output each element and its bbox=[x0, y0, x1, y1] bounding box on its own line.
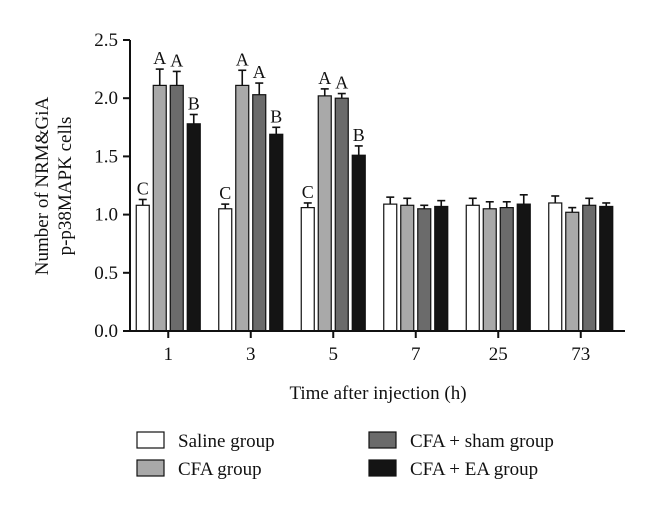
bar bbox=[135, 204, 150, 332]
significance-label: A bbox=[253, 62, 266, 82]
significance-label: A bbox=[318, 68, 331, 88]
bar bbox=[516, 203, 531, 332]
legend: Saline group CFA group CFA + sham group CFA… bbox=[136, 431, 554, 480]
significance-label: B bbox=[353, 125, 365, 145]
legend-label: Saline group bbox=[178, 431, 275, 452]
bar bbox=[317, 95, 332, 332]
x-tick-label: 73 bbox=[571, 344, 590, 365]
x-tick-label: 3 bbox=[246, 344, 256, 365]
bar bbox=[383, 203, 398, 332]
bar bbox=[548, 202, 563, 332]
bar bbox=[400, 204, 415, 332]
bar bbox=[499, 207, 514, 332]
legend-label: CFA + sham group bbox=[410, 431, 554, 452]
bar bbox=[186, 123, 201, 332]
x-tick-label: 1 bbox=[164, 344, 174, 365]
significance-label: A bbox=[236, 49, 249, 69]
y-tick-label: 1.5 bbox=[94, 146, 118, 167]
y-tick-label: 2.0 bbox=[94, 88, 118, 109]
legend-item: CFA group bbox=[136, 459, 262, 480]
significance-label: C bbox=[137, 178, 149, 198]
significance-label: B bbox=[188, 93, 200, 113]
bar bbox=[218, 208, 233, 332]
x-axis-title: Time after injection (h) bbox=[289, 383, 466, 404]
y-tick-label: 2.5 bbox=[94, 30, 118, 51]
y-tick-label: 0.0 bbox=[94, 321, 118, 342]
bar bbox=[417, 208, 432, 332]
x-tick-label: 25 bbox=[489, 344, 508, 365]
bar bbox=[599, 205, 614, 332]
legend-item: CFA + EA group bbox=[368, 459, 538, 480]
y-tick-label: 1.0 bbox=[94, 205, 118, 226]
bar bbox=[269, 133, 284, 332]
y-axis-title-line-1: Number of NRM&GiA bbox=[32, 97, 53, 276]
legend-swatch bbox=[368, 431, 397, 449]
y-axis: 0.0 0.5 1.0 1.5 2.0 2.5 bbox=[94, 30, 131, 342]
legend-swatch bbox=[136, 459, 165, 477]
legend-label: CFA group bbox=[178, 459, 262, 480]
significance-label: A bbox=[170, 50, 183, 70]
y-axis-title-line-2: p-p38MAPK cells bbox=[55, 117, 76, 256]
significance-label: C bbox=[219, 183, 231, 203]
significance-label: B bbox=[270, 106, 282, 126]
bar bbox=[582, 204, 597, 332]
bar bbox=[565, 211, 580, 332]
legend-label: CFA + EA group bbox=[410, 459, 538, 480]
significance-label: A bbox=[153, 48, 166, 68]
significance-label: A bbox=[335, 73, 348, 93]
bar bbox=[465, 204, 480, 332]
bar bbox=[252, 94, 267, 332]
y-tick-label: 0.5 bbox=[94, 263, 118, 284]
bar bbox=[235, 84, 250, 332]
bar bbox=[152, 84, 167, 332]
significance-label: C bbox=[302, 182, 314, 202]
bar bbox=[351, 154, 366, 332]
bar bbox=[300, 207, 315, 332]
legend-swatch bbox=[136, 431, 165, 449]
bar bbox=[334, 97, 349, 332]
legend-item: CFA + sham group bbox=[368, 431, 554, 452]
bar bbox=[482, 208, 497, 332]
legend-item: Saline group bbox=[136, 431, 275, 452]
bar bbox=[434, 205, 449, 332]
bar bbox=[169, 84, 184, 332]
legend-swatch bbox=[368, 459, 397, 477]
x-tick-label: 7 bbox=[411, 344, 421, 365]
x-axis: 1 3 5 7 25 73 bbox=[130, 330, 625, 365]
x-tick-label: 5 bbox=[329, 344, 339, 365]
